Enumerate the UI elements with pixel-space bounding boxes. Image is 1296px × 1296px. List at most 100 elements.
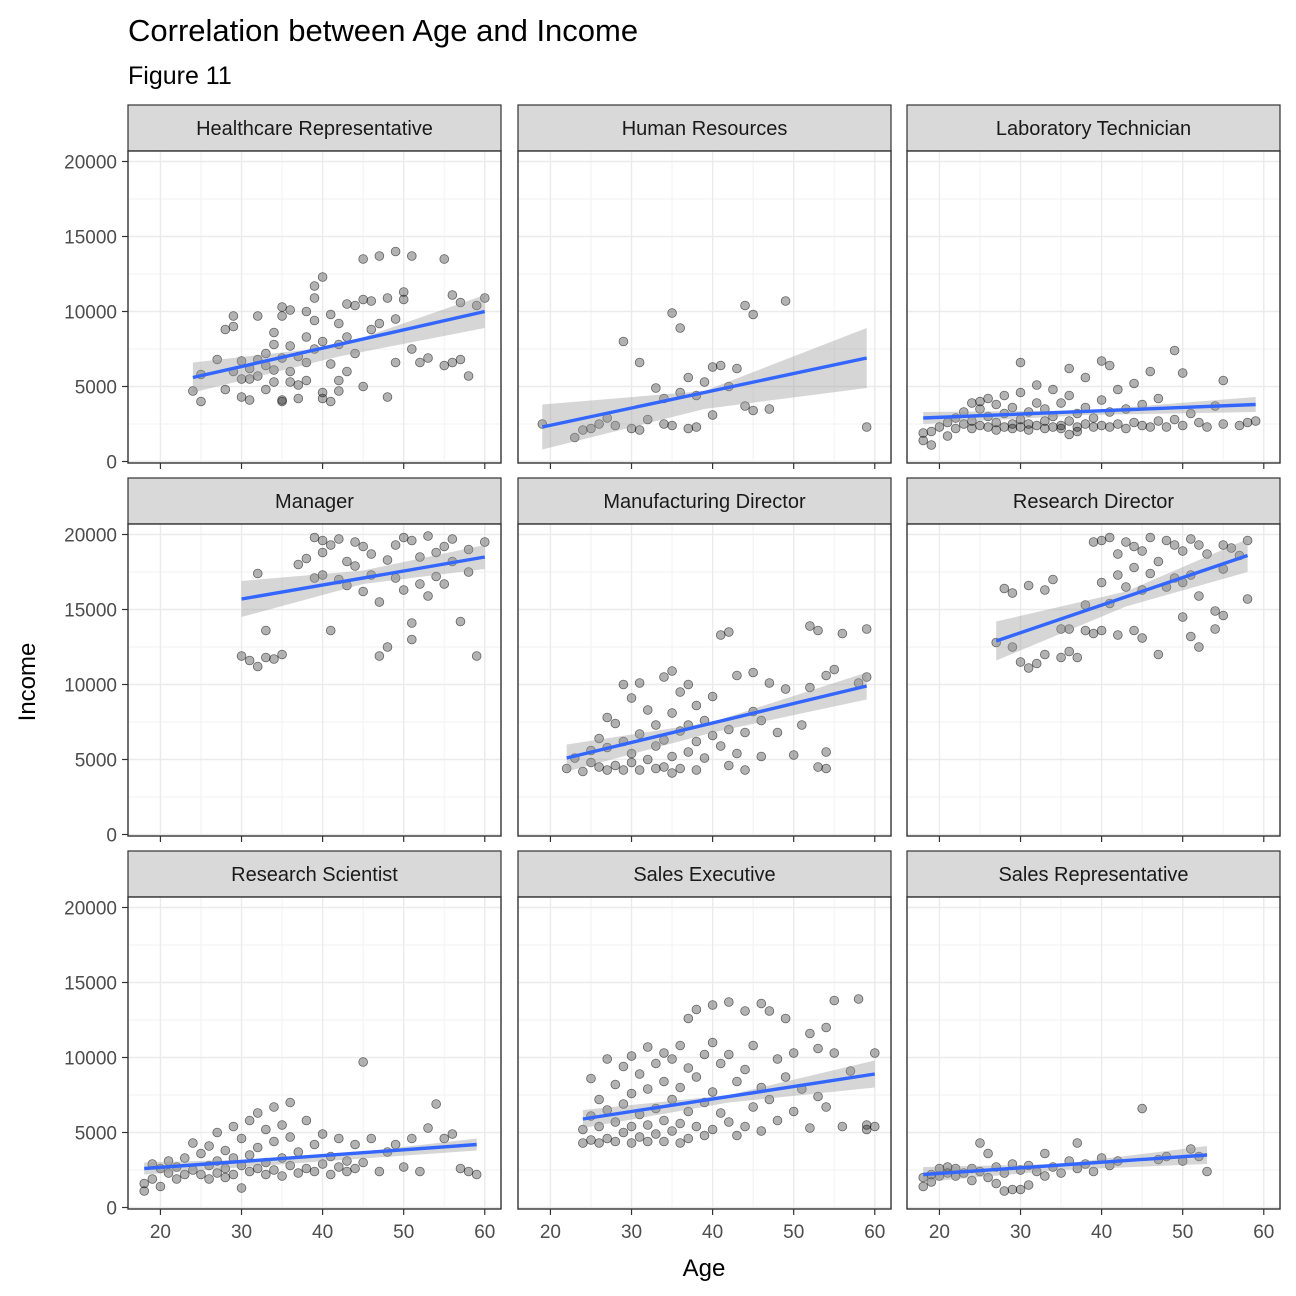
- data-point: [1007, 402, 1018, 413]
- data-point: [651, 383, 661, 393]
- x-tick-label: 50: [393, 1222, 414, 1243]
- panel-background: [907, 524, 1280, 836]
- data-point: [651, 741, 661, 751]
- data-point: [1202, 1166, 1212, 1177]
- data-point: [285, 341, 295, 351]
- data-point: [269, 1102, 279, 1112]
- data-point: [244, 395, 255, 405]
- data-point: [724, 760, 734, 771]
- panel-border: [906, 150, 1281, 464]
- data-point: [659, 419, 669, 429]
- data-point: [285, 366, 295, 377]
- facet-panel: Research Director: [906, 477, 1281, 842]
- data-point: [764, 1094, 775, 1105]
- data-point: [634, 678, 645, 688]
- data-point: [642, 754, 653, 765]
- data-point: [325, 359, 336, 369]
- data-point: [634, 357, 645, 368]
- data-point: [293, 559, 304, 570]
- data-point: [1177, 368, 1188, 378]
- y-tick-label: 10000: [64, 1049, 117, 1070]
- data-point: [471, 300, 482, 311]
- y-tick-label: 10000: [64, 676, 117, 697]
- data-point: [805, 1028, 815, 1039]
- data-point: [1096, 420, 1107, 431]
- data-point: [659, 672, 669, 682]
- data-point: [325, 625, 336, 636]
- data-point: [1177, 546, 1188, 556]
- data-point: [675, 687, 685, 697]
- data-point: [1040, 1148, 1050, 1159]
- data-point: [269, 377, 279, 387]
- data-point: [764, 404, 775, 414]
- data-point: [309, 281, 320, 291]
- data-point: [1121, 582, 1131, 592]
- data-point: [724, 627, 734, 637]
- data-point: [821, 670, 831, 681]
- data-point: [277, 1171, 287, 1181]
- data-point: [415, 357, 425, 368]
- data-point: [1015, 387, 1026, 398]
- data-point: [1186, 1144, 1196, 1154]
- data-point: [1153, 649, 1164, 660]
- data-point: [618, 765, 629, 775]
- data-point: [374, 597, 385, 607]
- data-point: [594, 419, 604, 429]
- data-point: [1088, 413, 1099, 423]
- data-point: [236, 374, 247, 384]
- data-point: [350, 561, 360, 571]
- data-point: [228, 1169, 239, 1180]
- data-point: [407, 1133, 417, 1144]
- data-point: [261, 625, 271, 636]
- data-point: [463, 544, 474, 555]
- data-point: [358, 1057, 368, 1067]
- data-point: [1096, 625, 1107, 636]
- data-point: [797, 720, 807, 730]
- x-tick-label: 30: [1010, 1222, 1031, 1243]
- data-point: [748, 1040, 758, 1051]
- data-point: [732, 363, 742, 374]
- data-point: [423, 353, 433, 363]
- data-point: [358, 381, 368, 392]
- data-point: [471, 1169, 482, 1180]
- data-point: [707, 410, 718, 420]
- data-point: [950, 423, 961, 434]
- data-point: [724, 1117, 734, 1127]
- data-point: [634, 765, 645, 775]
- data-point: [642, 1136, 653, 1147]
- data-point: [236, 1183, 247, 1193]
- confidence-band: [542, 328, 867, 450]
- facet-strip-label: Manufacturing Director: [603, 491, 806, 513]
- data-point: [1056, 1168, 1066, 1178]
- data-point: [423, 1123, 433, 1133]
- data-point: [675, 323, 685, 333]
- data-point: [269, 1165, 279, 1175]
- data-point: [691, 700, 702, 711]
- data-point: [837, 628, 848, 639]
- data-point: [1186, 631, 1196, 642]
- data-point: [1040, 423, 1050, 434]
- facet-panel: Manager 0 5000 10000 15000 20000: [64, 477, 502, 847]
- data-point: [382, 642, 393, 652]
- data-point: [1015, 657, 1026, 667]
- panel-border: [517, 150, 892, 464]
- data-point: [967, 423, 977, 434]
- data-point: [415, 579, 425, 589]
- data-point: [1161, 535, 1172, 546]
- data-point: [431, 571, 441, 582]
- data-point: [642, 1042, 653, 1052]
- data-point: [1104, 360, 1115, 371]
- facet-strip-label: Laboratory Technician: [996, 118, 1191, 140]
- data-point: [1096, 535, 1107, 546]
- data-point: [342, 1156, 352, 1166]
- panel-background: [128, 524, 501, 836]
- data-point: [179, 1153, 190, 1163]
- data-point: [683, 1013, 694, 1024]
- data-point: [1048, 384, 1058, 395]
- data-point: [1145, 568, 1156, 579]
- data-point: [244, 1150, 255, 1160]
- data-point: [479, 537, 490, 547]
- data-point: [1145, 366, 1156, 377]
- data-point: [1202, 549, 1212, 559]
- data-point: [1007, 1184, 1018, 1195]
